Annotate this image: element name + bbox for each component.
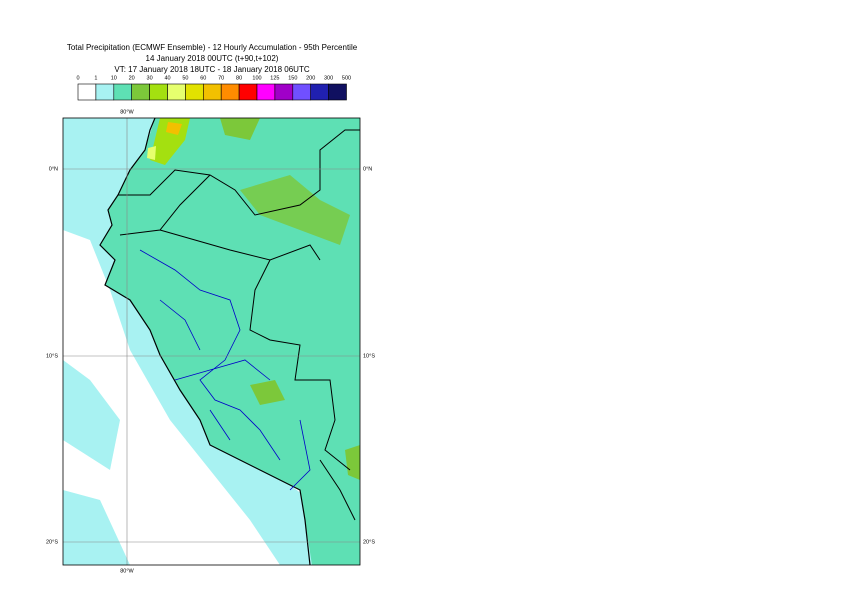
legend-swatch [131, 83, 150, 101]
legend-label: 20 [129, 75, 135, 81]
legend-label: 40 [164, 75, 170, 81]
precip-green [345, 445, 360, 480]
legend-swatch [185, 83, 204, 101]
country-border [118, 129, 360, 521]
legend-label: 125 [270, 75, 279, 81]
legend-label: 50 [182, 75, 188, 81]
precip-orange [166, 122, 182, 135]
valid-time: VT: 17 January 2018 18UTC - 18 January 2… [114, 65, 309, 74]
legend-label: 10 [111, 75, 117, 81]
lat-label: 20°S [363, 539, 375, 545]
legend-swatch [256, 83, 276, 101]
legend-label: 80 [236, 75, 242, 81]
legend-swatch [77, 83, 97, 101]
legend-swatch [220, 83, 240, 101]
map [63, 118, 360, 565]
legend-swatch [274, 83, 294, 101]
map-frame [62, 117, 361, 566]
lat-label: 0°N [49, 166, 58, 172]
legend-label: 1 [94, 75, 97, 81]
precip-green [150, 118, 190, 165]
legend-swatch [292, 83, 311, 101]
coastline [99, 118, 311, 565]
legend-swatch [203, 83, 222, 101]
legend: 0 1 10 20 30 40 50 60 70 80 100 125 150 200 300 500 [76, 75, 351, 101]
legend-label: 200 [306, 75, 315, 81]
precip-light [63, 490, 130, 565]
lat-label: 10°S [46, 353, 58, 359]
legend-swatch [238, 83, 258, 101]
legend-swatch [167, 83, 186, 101]
legend-label: 60 [200, 75, 206, 81]
legend-swatch [95, 83, 115, 101]
lat-label: 20°S [46, 539, 58, 545]
precip-yellow [147, 146, 156, 160]
legend-swatch [113, 83, 133, 101]
precip-land [100, 118, 360, 565]
lon-label: 80°W [120, 568, 134, 574]
legend-label: 30 [147, 75, 153, 81]
region-border [139, 249, 311, 491]
lat-label: 10°S [363, 353, 375, 359]
legend-label: 150 [288, 75, 297, 81]
subtitle: 14 January 2018 00UTC (t+90,t+102) [146, 54, 279, 63]
precip-light [63, 360, 120, 470]
legend-swatch [149, 83, 168, 101]
precip-green [250, 380, 285, 405]
legend-label: 300 [324, 75, 333, 81]
legend-label: 0 [76, 75, 79, 81]
legend-label: 100 [252, 75, 261, 81]
precip-green [240, 175, 350, 245]
legend-swatch [328, 83, 347, 101]
legend-label: 500 [342, 75, 351, 81]
lat-label: 0°N [363, 166, 372, 172]
title: Total Precipitation (ECMWF Ensemble) - 1… [67, 43, 358, 52]
legend-swatch [310, 83, 329, 101]
legend-label: 70 [218, 75, 224, 81]
precip-green [220, 118, 260, 140]
lon-label: 80°W [120, 109, 134, 115]
